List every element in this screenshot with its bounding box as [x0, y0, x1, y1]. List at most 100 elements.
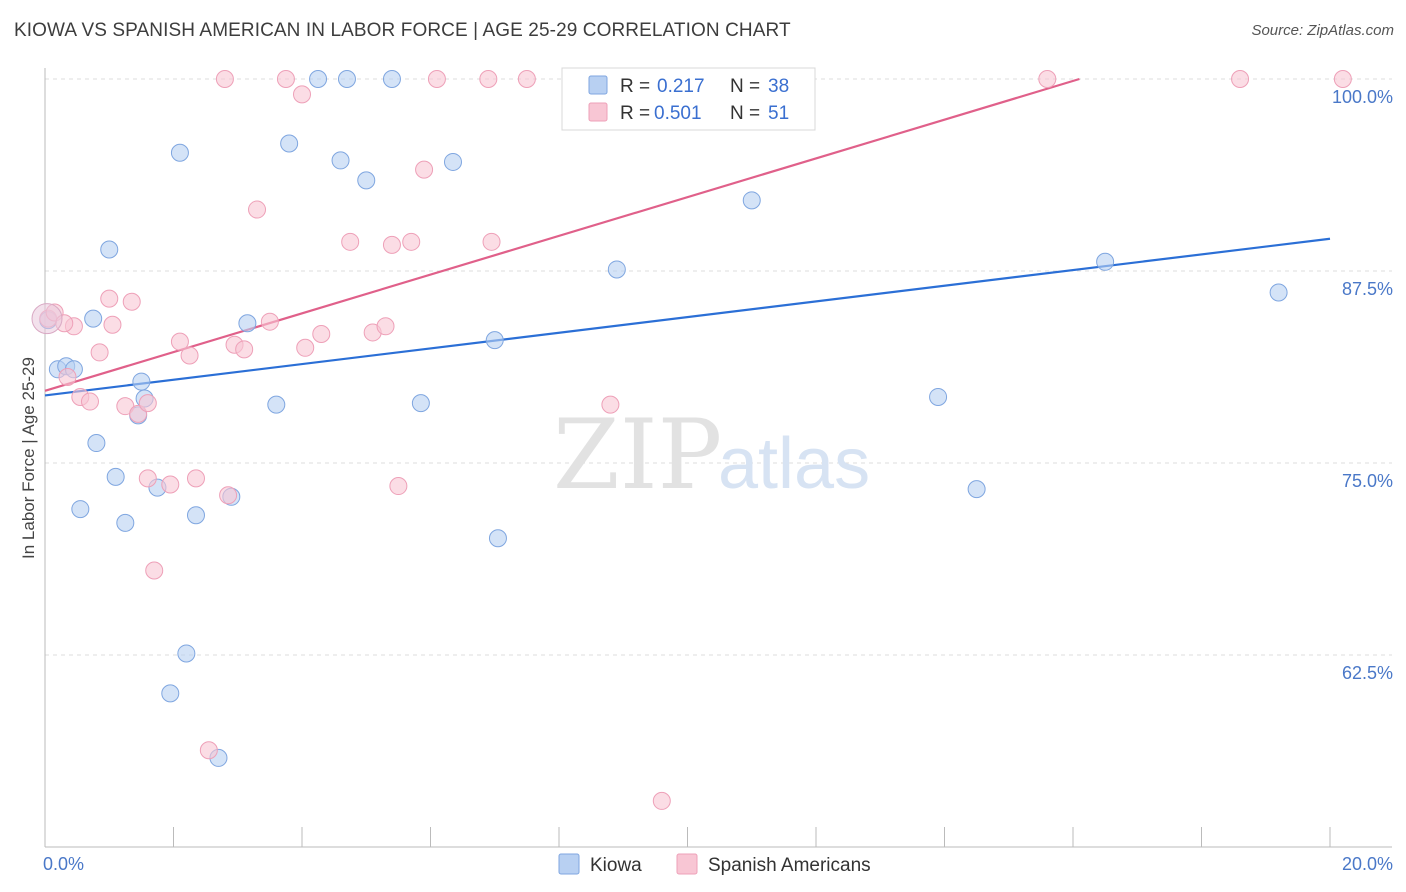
- legend-swatch-spanish: [588, 102, 608, 122]
- y-axis-title: In Labor Force | Age 25-29: [19, 357, 38, 559]
- point-spanish: [1231, 70, 1250, 88]
- point-spanish: [103, 315, 122, 334]
- y-tick-label: 87.5%: [1342, 279, 1393, 299]
- data-points: [31, 70, 1352, 810]
- point-kiowa: [443, 152, 462, 171]
- series-legend-swatch-spanish: [676, 853, 698, 875]
- point-spanish: [215, 70, 234, 88]
- series-legend-label-kiowa: Kiowa: [590, 855, 642, 876]
- point-cluster: [31, 303, 63, 335]
- point-spanish: [389, 477, 408, 496]
- point-kiowa: [267, 395, 286, 414]
- point-spanish: [235, 340, 254, 359]
- point-kiowa: [186, 506, 205, 525]
- point-spanish: [170, 332, 189, 351]
- point-spanish: [601, 395, 620, 414]
- point-kiowa: [116, 513, 135, 532]
- point-kiowa: [106, 467, 125, 486]
- trend-lines: [44, 77, 1331, 397]
- series-legend-swatch-kiowa: [558, 853, 580, 875]
- point-spanish: [199, 741, 218, 760]
- point-spanish: [296, 338, 315, 357]
- point-spanish: [122, 292, 141, 311]
- point-kiowa: [238, 314, 257, 333]
- point-kiowa: [71, 500, 90, 519]
- legend-r-label-kiowa: R =: [620, 76, 650, 97]
- y-tick-label: 100.0%: [1332, 87, 1393, 107]
- point-kiowa: [411, 394, 430, 413]
- point-spanish: [652, 791, 671, 810]
- point-spanish: [276, 70, 295, 88]
- point-kiowa: [929, 387, 948, 406]
- point-kiowa: [132, 372, 151, 391]
- point-kiowa: [84, 309, 103, 328]
- point-spanish: [517, 70, 536, 88]
- point-kiowa: [337, 70, 356, 88]
- point-kiowa: [488, 529, 507, 548]
- point-kiowa: [1269, 283, 1288, 302]
- point-spanish: [58, 367, 77, 386]
- point-kiowa: [87, 434, 106, 453]
- point-spanish: [415, 160, 434, 179]
- point-kiowa: [100, 240, 119, 259]
- point-spanish: [293, 85, 311, 104]
- x-tick-label: 20.0%: [1342, 854, 1393, 874]
- point-spanish: [312, 324, 331, 343]
- point-spanish: [145, 561, 164, 580]
- point-kiowa: [280, 134, 299, 153]
- point-kiowa: [170, 143, 189, 162]
- point-spanish: [90, 343, 109, 362]
- point-kiowa: [1096, 252, 1115, 271]
- point-spanish: [1038, 70, 1057, 88]
- point-spanish: [376, 317, 395, 336]
- trend-line-spanish: [44, 77, 1080, 392]
- axes: [44, 68, 1392, 848]
- point-kiowa: [485, 331, 504, 350]
- point-kiowa: [382, 70, 401, 88]
- point-spanish: [382, 235, 401, 254]
- trend-line-kiowa: [44, 237, 1331, 397]
- x-tick-label: 0.0%: [43, 854, 84, 874]
- point-spanish: [248, 200, 267, 219]
- point-kiowa: [331, 151, 350, 170]
- point-spanish: [138, 394, 157, 413]
- watermark-zip: ZIP: [553, 399, 722, 511]
- series-legend: Kiowa Spanish Americans: [558, 853, 871, 876]
- point-spanish: [479, 70, 498, 88]
- legend-n-value-kiowa: 38: [768, 76, 789, 97]
- source-credit: Source: ZipAtlas.com: [1251, 22, 1394, 39]
- legend-n-label-kiowa: N =: [730, 76, 760, 97]
- point-kiowa: [607, 260, 626, 279]
- point-spanish: [186, 469, 205, 488]
- point-spanish: [1333, 70, 1352, 88]
- point-spanish: [427, 70, 446, 88]
- point-spanish: [482, 232, 501, 251]
- point-spanish: [219, 486, 238, 505]
- legend-r-label-spanish: R =: [620, 103, 650, 124]
- point-spanish: [402, 232, 421, 251]
- point-spanish: [80, 392, 99, 411]
- legend-n-value-spanish: 51: [768, 103, 789, 124]
- point-kiowa: [161, 684, 180, 703]
- grid-lines: [45, 78, 1392, 656]
- point-kiowa: [967, 480, 986, 499]
- point-spanish: [341, 232, 360, 251]
- y-tick-label: 75.0%: [1342, 471, 1393, 491]
- legend-r-value-spanish: 0.501: [654, 103, 702, 124]
- point-spanish: [180, 346, 199, 365]
- point-kiowa: [357, 171, 376, 190]
- chart-title: KIOWA VS SPANISH AMERICAN IN LABOR FORCE…: [14, 20, 791, 41]
- watermark-atlas: atlas: [718, 424, 870, 504]
- point-kiowa: [742, 191, 761, 210]
- point-kiowa: [177, 644, 196, 663]
- tick-labels: 100.0% 87.5% 75.0% 62.5% 0.0% 20.0%: [43, 87, 1393, 874]
- stats-legend: R = 0.217 N = 38 R = 0.501 N = 51: [561, 67, 816, 131]
- point-spanish: [100, 289, 119, 308]
- legend-swatch-kiowa: [588, 75, 608, 95]
- point-spanish: [138, 469, 157, 488]
- y-tick-label: 62.5%: [1342, 663, 1393, 683]
- legend-n-label-spanish: N =: [730, 103, 760, 124]
- legend-r-value-kiowa: 0.217: [657, 76, 705, 97]
- point-kiowa: [309, 70, 328, 88]
